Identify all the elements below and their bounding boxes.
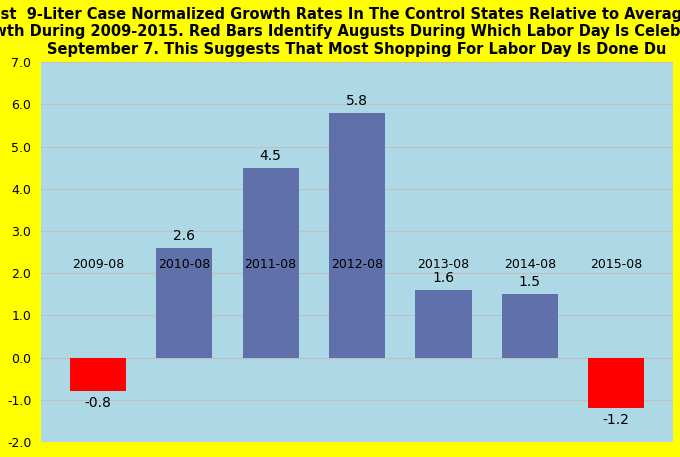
Bar — [156, 248, 212, 358]
Text: 2.6: 2.6 — [173, 229, 195, 243]
Text: 2013-08: 2013-08 — [418, 258, 469, 271]
Bar — [502, 294, 558, 358]
Text: -1.2: -1.2 — [602, 413, 630, 427]
Bar — [243, 168, 299, 358]
Text: 1.5: 1.5 — [519, 275, 541, 289]
Text: 2011-08: 2011-08 — [245, 258, 296, 271]
Text: 2009-08: 2009-08 — [71, 258, 124, 271]
Bar — [329, 113, 385, 358]
Text: 2015-08: 2015-08 — [590, 258, 643, 271]
Text: 2010-08: 2010-08 — [158, 258, 210, 271]
Text: 5.8: 5.8 — [346, 94, 368, 108]
Text: 2012-08: 2012-08 — [331, 258, 383, 271]
Text: 1.6: 1.6 — [432, 271, 454, 285]
Bar — [70, 358, 126, 391]
Bar — [415, 290, 471, 358]
Title: August  9-Liter Case Normalized Growth Rates In The Control States Relative to A: August 9-Liter Case Normalized Growth Ra… — [0, 7, 680, 57]
Text: -0.8: -0.8 — [84, 397, 112, 410]
Text: 4.5: 4.5 — [260, 149, 282, 163]
Text: 2014-08: 2014-08 — [504, 258, 556, 271]
Bar — [588, 358, 645, 408]
